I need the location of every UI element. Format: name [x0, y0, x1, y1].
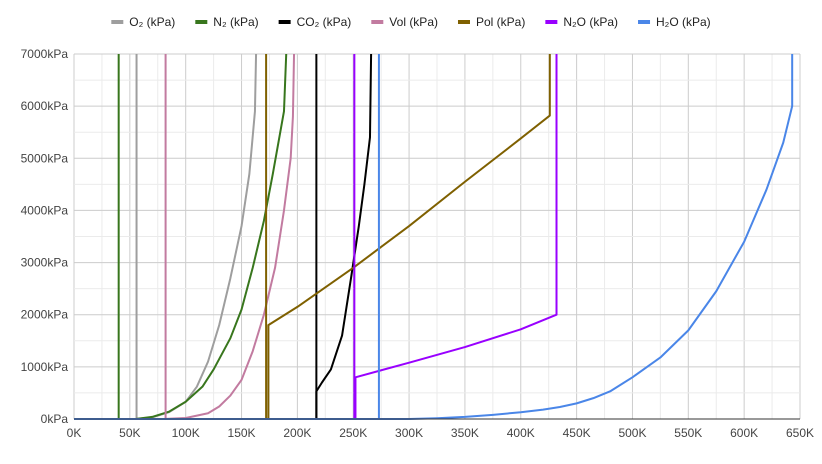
series-4 — [74, 54, 551, 420]
x-tick-label: 350K — [451, 426, 479, 440]
y-tick-label: 4000kPa — [21, 203, 69, 217]
legend[interactable]: O₂ (kPa) N₂ (kPa) CO₂ (kPa) Vol (kPa) Pol (k… — [111, 15, 711, 29]
x-tick-label: 200K — [283, 426, 311, 440]
x-tick-label: 400K — [507, 426, 535, 440]
series-6 — [74, 54, 794, 420]
series-layer — [74, 53, 794, 420]
y-tick-label: 5000kPa — [21, 151, 69, 165]
legend-swatch — [545, 20, 558, 24]
legend-item[interactable]: CO₂ (kPa) — [278, 15, 352, 29]
y-tick-label: 1000kPa — [21, 360, 69, 374]
legend-item[interactable]: Pol (kPa) — [457, 15, 525, 29]
legend-swatch — [457, 20, 470, 24]
y-tick-label: 2000kPa — [21, 308, 69, 322]
x-tick-label: 650K — [786, 426, 814, 440]
x-tick-label: 150K — [228, 426, 256, 440]
y-tick-label: 3000kPa — [21, 256, 69, 270]
legend-item[interactable]: O₂ (kPa) — [111, 15, 175, 29]
y-tick-label: 6000kPa — [21, 99, 69, 113]
x-tick-label: 250K — [339, 426, 367, 440]
y-tick-label: 0kPa — [41, 412, 69, 426]
series-line — [74, 54, 794, 420]
legend-label: N₂ (kPa) — [213, 15, 258, 29]
legend-label: Vol (kPa) — [389, 15, 438, 29]
legend-item[interactable]: H₂O (kPa) — [638, 15, 711, 29]
x-tick-label: 100K — [172, 426, 200, 440]
legend-label: Pol (kPa) — [476, 15, 525, 29]
x-tick-label: 50K — [119, 426, 140, 440]
x-tick-label: 550K — [674, 426, 702, 440]
legend-label: O₂ (kPa) — [129, 15, 175, 29]
legend-item[interactable]: N₂ (kPa) — [195, 15, 259, 29]
legend-swatch — [638, 20, 651, 24]
series-line — [74, 53, 288, 420]
grid-layer — [73, 53, 801, 420]
legend-swatch — [111, 20, 124, 24]
legend-item[interactable]: Vol (kPa) — [371, 15, 438, 29]
series-2 — [74, 53, 373, 420]
legend-swatch — [278, 20, 291, 24]
series-5 — [74, 54, 558, 420]
y-tick-label: 7000kPa — [21, 47, 69, 61]
legend-label: H₂O (kPa) — [656, 15, 711, 29]
series-3 — [74, 53, 296, 420]
legend-swatch — [371, 20, 384, 24]
x-tick-label: 500K — [618, 426, 646, 440]
series-line — [74, 54, 558, 420]
axis-layer: 0K 50K 100K 150K 200K 250K 300K 350K 400K 450K 500… — [21, 47, 814, 440]
x-tick-label: 450K — [563, 426, 591, 440]
legend-label: CO₂ (kPa) — [297, 15, 352, 29]
series-1 — [74, 53, 288, 420]
series-line — [74, 53, 296, 420]
legend-swatch — [195, 20, 208, 24]
x-tick-label: 300K — [395, 426, 423, 440]
series-line — [74, 54, 551, 420]
x-tick-label: 600K — [730, 426, 758, 440]
x-tick-label: 0K — [67, 426, 82, 440]
legend-item[interactable]: N₂O (kPa) — [545, 15, 618, 29]
legend-label: N₂O (kPa) — [563, 15, 618, 29]
